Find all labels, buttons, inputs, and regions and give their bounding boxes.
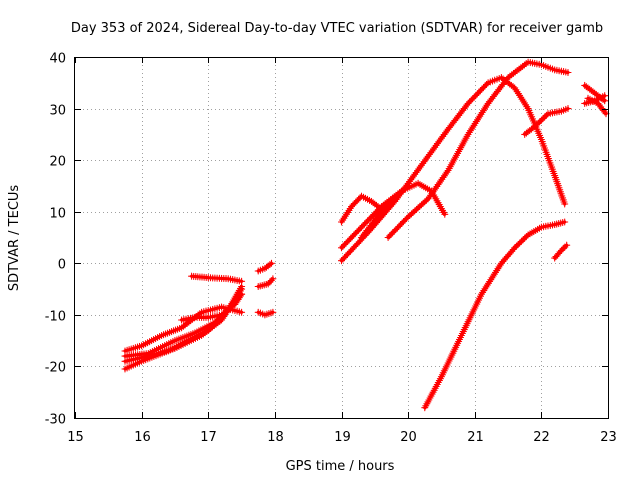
data-series <box>121 58 610 412</box>
y-axis-label: SDTVAR / TECUs <box>7 185 22 292</box>
series-track-7 <box>254 259 276 275</box>
series-markers <box>551 241 571 262</box>
series-track-10 <box>337 192 386 226</box>
series-markers <box>188 272 246 285</box>
series-markers <box>254 275 277 291</box>
x-axis-label: GPS time / hours <box>286 459 395 474</box>
y-tick-label: 20 <box>49 155 66 170</box>
series-track-17 <box>551 241 571 262</box>
x-tick-label: 17 <box>200 430 217 445</box>
series-markers <box>337 74 569 265</box>
series-track-13 <box>357 182 412 242</box>
plot-frame <box>74 57 609 419</box>
series-markers <box>584 94 610 118</box>
x-tick-label: 15 <box>67 430 84 445</box>
series-markers <box>521 105 572 138</box>
series-track-15 <box>421 218 569 412</box>
series-track-6 <box>188 272 246 285</box>
y-tick-label: -20 <box>45 361 66 376</box>
series-track-20 <box>584 94 610 118</box>
y-tick-label: 10 <box>49 207 66 222</box>
grid-lines <box>75 57 608 418</box>
series-markers <box>384 58 572 242</box>
series-track-16 <box>521 105 572 138</box>
x-tick-label: 20 <box>400 430 417 445</box>
y-tick-label: 30 <box>49 104 66 119</box>
x-tick-label: 23 <box>600 430 617 445</box>
series-track-8 <box>254 275 277 291</box>
x-tick-label: 18 <box>267 430 284 445</box>
x-tick-label: 19 <box>334 430 351 445</box>
y-tick-label: 40 <box>49 52 66 67</box>
x-tick-labels: 15 16 17 18 19 20 21 22 23 <box>67 430 617 445</box>
y-tick-label: -10 <box>45 310 66 325</box>
y-tick-label: -30 <box>45 413 66 428</box>
series-track-12 <box>337 74 569 265</box>
series-markers <box>254 259 276 275</box>
axis-ticks <box>75 57 609 419</box>
series-markers <box>357 182 412 242</box>
series-band <box>423 220 567 410</box>
x-tick-label: 22 <box>533 430 550 445</box>
series-track-5 <box>178 290 246 324</box>
series-markers <box>254 308 277 319</box>
series-markers <box>178 290 246 324</box>
y-tick-label: 0 <box>58 258 66 273</box>
chart-title: Day 353 of 2024, Sidereal Day-to-day VTE… <box>71 21 603 36</box>
series-track-14 <box>384 58 572 242</box>
y-tick-labels: -30 -20 -10 0 10 20 30 40 <box>45 52 66 428</box>
series-track-9 <box>254 308 277 319</box>
x-tick-label: 21 <box>467 430 484 445</box>
series-markers <box>421 218 569 412</box>
x-tick-label: 16 <box>134 430 151 445</box>
